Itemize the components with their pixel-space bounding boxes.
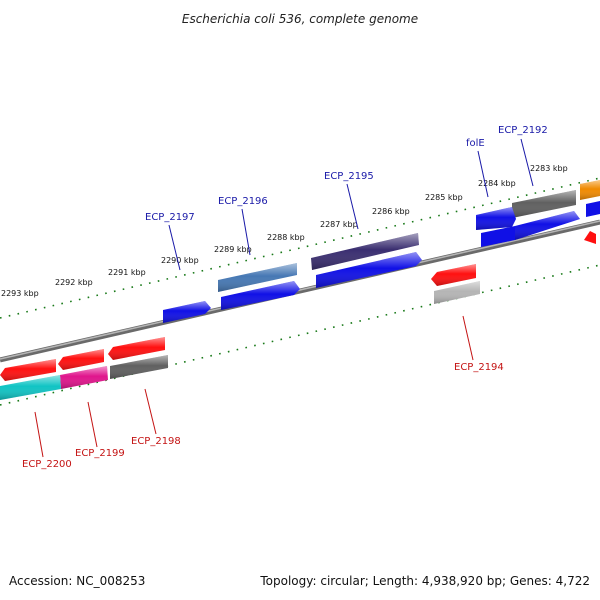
map-title: Escherichia coli 536, complete genome bbox=[182, 12, 418, 26]
gene-label[interactable]: ECP_2195 bbox=[324, 171, 374, 182]
gene-arrow[interactable] bbox=[515, 211, 580, 240]
gene-arrow[interactable] bbox=[586, 201, 600, 217]
reverse-genes bbox=[0, 264, 480, 400]
gene-arrow[interactable] bbox=[512, 190, 576, 218]
gene-label[interactable]: ECP_2196 bbox=[218, 196, 268, 207]
tick-label: 2285 kbp bbox=[425, 193, 463, 202]
gene-arrow[interactable] bbox=[110, 355, 168, 379]
gene-arrow[interactable] bbox=[0, 359, 56, 381]
gene-arrow[interactable] bbox=[584, 231, 596, 244]
tick-label: 2290 kbp bbox=[161, 256, 199, 265]
gene-label[interactable]: ECP_2199 bbox=[75, 448, 125, 459]
gene-arrow[interactable] bbox=[481, 226, 515, 247]
gene-arrow[interactable] bbox=[431, 264, 476, 286]
forward-genes bbox=[163, 180, 600, 323]
gene-labels: ECP_2192 folE ECP_2195 ECP_2196 ECP_2197… bbox=[22, 125, 548, 470]
tick-label: 2283 kbp bbox=[530, 164, 568, 173]
tick-label: 2289 kbp bbox=[214, 245, 252, 254]
gene-arrow[interactable] bbox=[60, 366, 108, 389]
gene-arrow[interactable] bbox=[580, 180, 600, 200]
gene-arrow[interactable] bbox=[221, 281, 300, 310]
gene-arrow[interactable] bbox=[58, 349, 104, 370]
tick-label: 2292 kbp bbox=[55, 278, 93, 287]
gene-arrow[interactable] bbox=[0, 375, 61, 400]
gene-label[interactable]: ECP_2200 bbox=[22, 459, 72, 470]
gene-arrow[interactable] bbox=[163, 301, 211, 323]
outer-tick-row bbox=[0, 177, 600, 319]
gene-label[interactable]: ECP_2194 bbox=[454, 362, 504, 373]
topology-text: Topology: circular; Length: 4,938,920 bp… bbox=[260, 574, 590, 588]
gene-label[interactable]: ECP_2198 bbox=[131, 436, 181, 447]
gene-label[interactable]: ECP_2192 bbox=[498, 125, 548, 136]
gene-label[interactable]: folE bbox=[466, 138, 485, 149]
tick-label: 2288 kbp bbox=[267, 233, 305, 242]
tick-label: 2293 kbp bbox=[1, 289, 39, 298]
gene-label[interactable]: ECP_2197 bbox=[145, 212, 195, 223]
genome-backbone bbox=[0, 219, 600, 363]
tick-label: 2291 kbp bbox=[108, 268, 146, 277]
gene-arrow[interactable] bbox=[476, 207, 516, 230]
accession-text: Accession: NC_008253 bbox=[9, 574, 146, 588]
tick-label: 2287 kbp bbox=[320, 220, 358, 229]
gene-arrow[interactable] bbox=[316, 252, 422, 288]
tick-label: 2286 kbp bbox=[372, 207, 410, 216]
gene-arrow[interactable] bbox=[218, 263, 297, 292]
tick-label: 2284 kbp bbox=[478, 179, 516, 188]
gene-arrow[interactable] bbox=[434, 281, 480, 304]
kbp-ticks: 2283 kbp 2284 kbp 2285 kbp 2286 kbp 2287… bbox=[1, 164, 568, 298]
gene-arrow[interactable] bbox=[311, 233, 419, 270]
inner-tick-row bbox=[0, 264, 600, 406]
gene-arrow[interactable] bbox=[108, 337, 165, 360]
label-leaders bbox=[34, 138, 534, 458]
